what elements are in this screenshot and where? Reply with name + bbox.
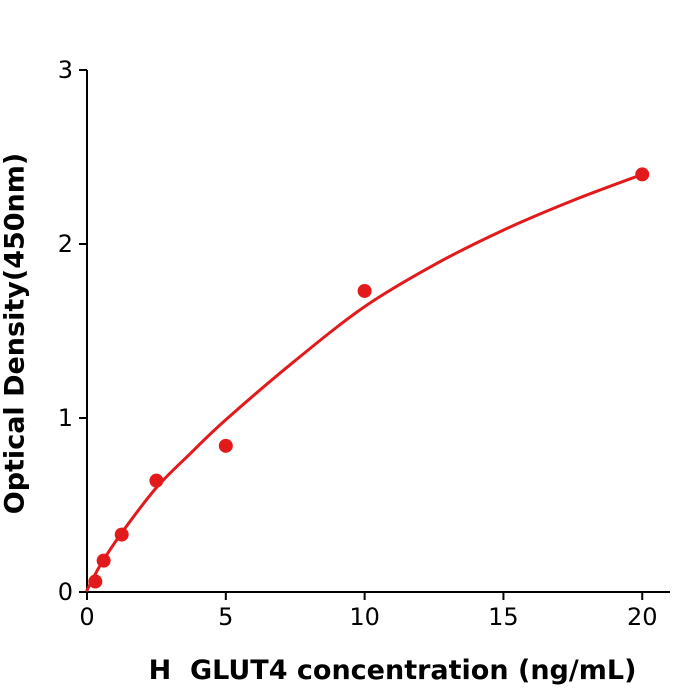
y-tick-label: 2 <box>58 230 73 258</box>
y-tick-label: 0 <box>58 578 73 606</box>
x-tick-label: 20 <box>627 603 658 631</box>
x-axis-label: H GLUT4 concentration (ng/mL) <box>148 655 637 686</box>
x-tick-label: 5 <box>218 603 233 631</box>
y-axis-label: Optical Density(450nm) <box>0 152 31 515</box>
y-tick-label: 1 <box>58 404 73 432</box>
data-point <box>88 574 103 589</box>
x-tick-label: 10 <box>349 603 380 631</box>
data-point <box>635 167 650 182</box>
data-point <box>114 527 129 542</box>
data-point <box>357 283 372 298</box>
data-point <box>149 473 164 488</box>
y-tick-label: 3 <box>58 56 73 84</box>
x-tick-label: 15 <box>488 603 519 631</box>
x-tick-label: 0 <box>79 603 94 631</box>
data-point <box>218 438 233 453</box>
data-point <box>96 553 111 568</box>
fit-curve <box>85 172 644 592</box>
